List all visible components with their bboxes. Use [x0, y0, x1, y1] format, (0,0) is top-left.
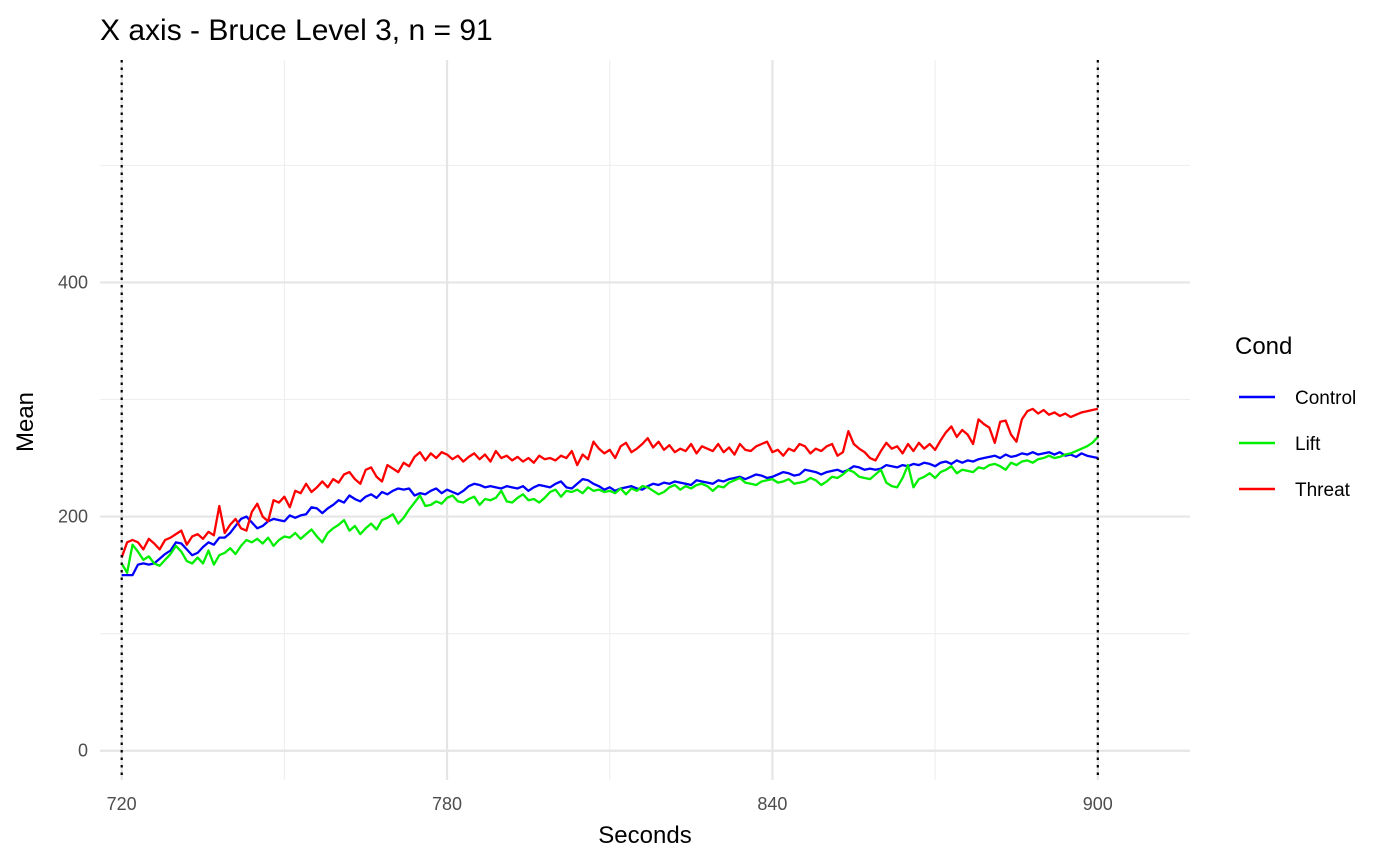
y-tick-label: 200	[58, 507, 88, 527]
legend-title: Cond	[1235, 333, 1292, 360]
x-tick-label: 840	[757, 794, 787, 814]
y-tick-label: 400	[58, 272, 88, 292]
series-line-threat	[120, 407, 1099, 558]
series-line-control	[121, 451, 1099, 577]
y-tick-label: 0	[78, 741, 88, 761]
x-axis-title: Seconds	[598, 822, 691, 849]
chart-title: X axis - Bruce Level 3, n = 91	[100, 14, 493, 47]
minor-gridlines-x	[283, 60, 936, 780]
y-axis-ticks: 0 200 400	[58, 272, 88, 760]
x-tick-label: 780	[432, 794, 462, 814]
y-axis-title: Mean	[12, 392, 39, 452]
legend: Cond Control Lift Threat	[1235, 333, 1356, 501]
minor-gridlines-y	[100, 164, 1190, 635]
x-tick-label: 720	[107, 794, 137, 814]
series-lines	[120, 407, 1099, 577]
legend-items: Control Lift Threat	[1239, 388, 1356, 501]
reference-lines	[120, 60, 1099, 780]
major-gridlines-y	[100, 281, 1190, 752]
x-axis-ticks: 720 780 840 900	[107, 794, 1113, 814]
legend-label-lift: Lift	[1295, 434, 1321, 455]
legend-label-control: Control	[1295, 388, 1356, 409]
series-line-lift	[120, 436, 1099, 574]
x-tick-label: 900	[1083, 794, 1113, 814]
legend-label-threat: Threat	[1295, 480, 1351, 501]
